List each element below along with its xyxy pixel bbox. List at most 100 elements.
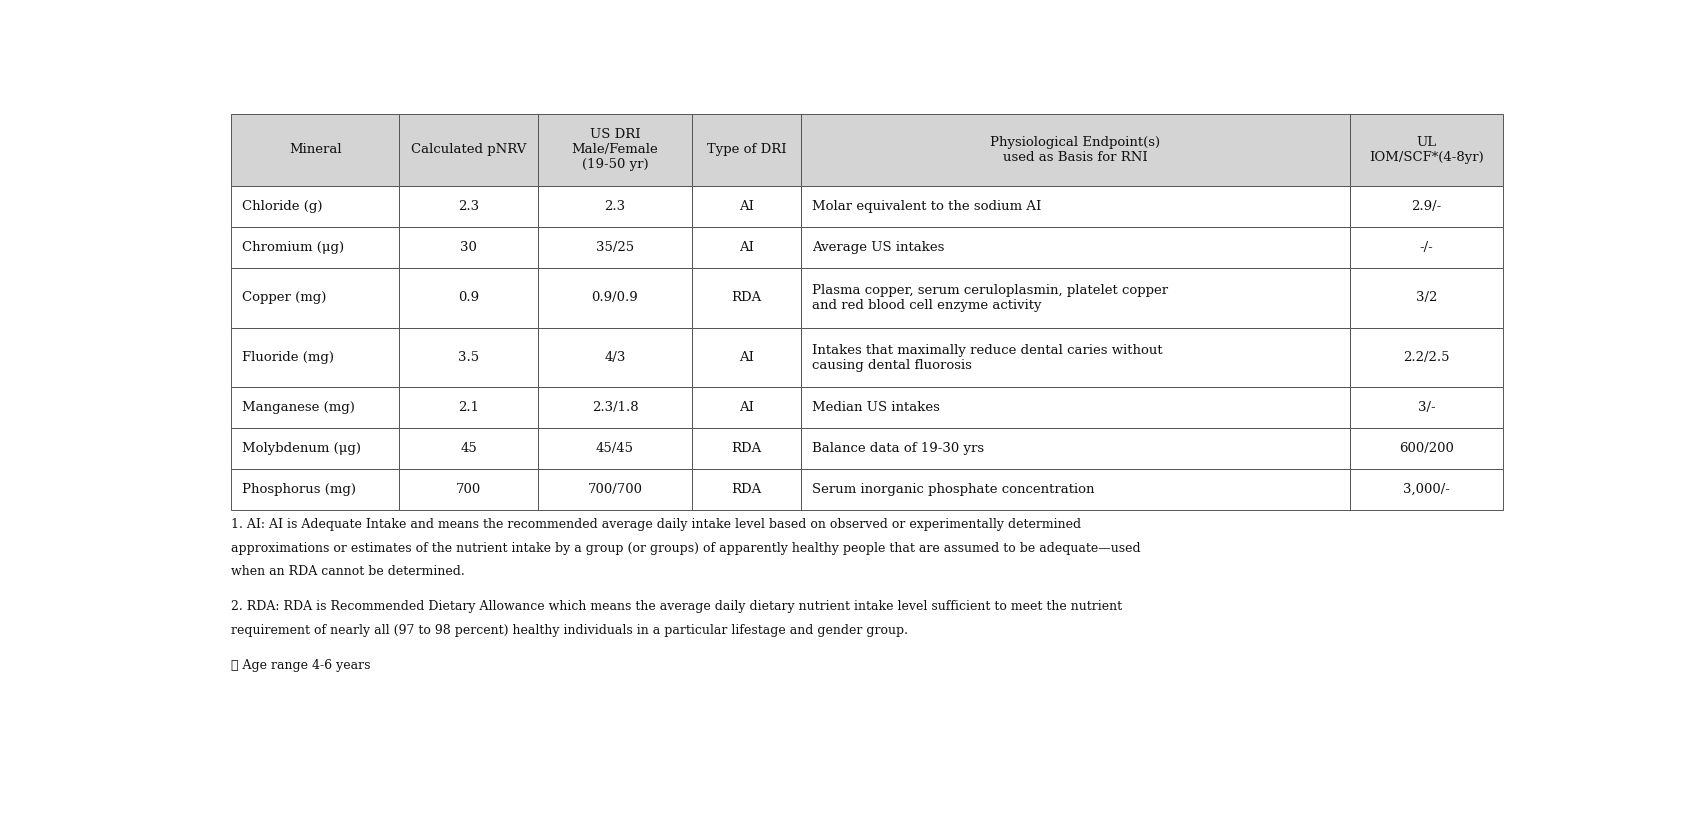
Bar	[692, 186, 802, 227]
Bar	[802, 114, 1350, 186]
Bar	[232, 268, 399, 328]
Text: Phosphorus (mg): Phosphorus (mg)	[242, 483, 355, 496]
Text: Chromium (μg): Chromium (μg)	[242, 241, 343, 254]
Text: Median US intakes: Median US intakes	[812, 401, 939, 414]
Text: approximations or estimates of the nutrient intake by a group (or groups) of app: approximations or estimates of the nutri…	[232, 542, 1140, 555]
Text: AI: AI	[739, 351, 755, 364]
Bar	[232, 328, 399, 387]
Bar	[802, 328, 1350, 387]
Text: 2.1: 2.1	[459, 401, 479, 414]
Bar	[692, 428, 802, 469]
Bar	[232, 227, 399, 268]
Bar	[232, 469, 399, 510]
Bar	[232, 428, 399, 469]
Text: Copper (mg): Copper (mg)	[242, 292, 327, 304]
Text: Calculated pNRV: Calculated pNRV	[411, 144, 526, 156]
Bar	[399, 227, 538, 268]
Bar	[538, 469, 692, 510]
Bar	[692, 227, 802, 268]
Bar	[399, 328, 538, 387]
Bar	[802, 268, 1350, 328]
Text: AI: AI	[739, 241, 755, 254]
Text: Fluoride (mg): Fluoride (mg)	[242, 351, 333, 364]
Bar	[399, 186, 538, 227]
Text: 2. RDA: RDA is Recommended Dietary Allowance which means the average daily dieta: 2. RDA: RDA is Recommended Dietary Allow…	[232, 600, 1122, 613]
Text: 4/3: 4/3	[604, 351, 626, 364]
Text: Balance data of 19-30 yrs: Balance data of 19-30 yrs	[812, 442, 985, 455]
Bar	[1350, 268, 1502, 328]
Text: 0.9/0.9: 0.9/0.9	[592, 292, 638, 304]
Bar	[802, 387, 1350, 428]
Text: Physiological Endpoint(s)
used as Basis for RNI: Physiological Endpoint(s) used as Basis …	[990, 136, 1161, 164]
Text: RDA: RDA	[731, 442, 761, 455]
Bar	[692, 268, 802, 328]
Text: 700: 700	[457, 483, 481, 496]
Text: 700/700: 700/700	[587, 483, 643, 496]
Text: requirement of nearly all (97 to 98 percent) healthy individuals in a particular: requirement of nearly all (97 to 98 perc…	[232, 624, 909, 637]
Bar	[538, 387, 692, 428]
Text: when an RDA cannot be determined.: when an RDA cannot be determined.	[232, 565, 465, 578]
Bar	[1350, 328, 1502, 387]
Bar	[802, 186, 1350, 227]
Text: 30: 30	[460, 241, 477, 254]
Bar	[802, 227, 1350, 268]
Bar	[802, 428, 1350, 469]
Text: Intakes that maximally reduce dental caries without
causing dental fluorosis: Intakes that maximally reduce dental car…	[812, 343, 1162, 372]
Text: Manganese (mg): Manganese (mg)	[242, 401, 355, 414]
Text: 2.9/-: 2.9/-	[1411, 200, 1442, 213]
Bar	[538, 428, 692, 469]
Text: 35/25: 35/25	[596, 241, 634, 254]
Text: RDA: RDA	[731, 483, 761, 496]
Bar	[692, 469, 802, 510]
Text: 3.5: 3.5	[459, 351, 479, 364]
Bar	[399, 428, 538, 469]
Bar	[692, 387, 802, 428]
Bar	[1350, 114, 1502, 186]
Bar	[399, 114, 538, 186]
Text: ※ Age range 4-6 years: ※ Age range 4-6 years	[232, 659, 371, 672]
Text: 3/-: 3/-	[1418, 401, 1435, 414]
Bar	[538, 114, 692, 186]
Text: Average US intakes: Average US intakes	[812, 241, 944, 254]
Bar	[399, 268, 538, 328]
Text: Molar equivalent to the sodium AI: Molar equivalent to the sodium AI	[812, 200, 1041, 213]
Text: AI: AI	[739, 200, 755, 213]
Text: RDA: RDA	[731, 292, 761, 304]
Bar	[538, 186, 692, 227]
Bar	[802, 469, 1350, 510]
Text: 2.2/2.5: 2.2/2.5	[1403, 351, 1450, 364]
Text: AI: AI	[739, 401, 755, 414]
Text: Plasma copper, serum ceruloplasmin, platelet copper
and red blood cell enzyme ac: Plasma copper, serum ceruloplasmin, plat…	[812, 283, 1167, 312]
Text: Serum inorganic phosphate concentration: Serum inorganic phosphate concentration	[812, 483, 1095, 496]
Bar	[692, 114, 802, 186]
Text: Mineral: Mineral	[289, 144, 342, 156]
Text: 3/2: 3/2	[1416, 292, 1437, 304]
Text: 45/45: 45/45	[596, 442, 634, 455]
Bar	[1350, 428, 1502, 469]
Text: 2.3: 2.3	[604, 200, 626, 213]
Text: 1. AI: AI is Adequate Intake and means the recommended average daily intake leve: 1. AI: AI is Adequate Intake and means t…	[232, 518, 1081, 531]
Text: 600/200: 600/200	[1399, 442, 1453, 455]
Text: UL
IOM/SCF*(4-8yr): UL IOM/SCF*(4-8yr)	[1369, 136, 1484, 164]
Bar	[692, 328, 802, 387]
Bar	[232, 186, 399, 227]
Text: 2.3/1.8: 2.3/1.8	[592, 401, 638, 414]
Bar	[1350, 227, 1502, 268]
Text: Type of DRI: Type of DRI	[707, 144, 787, 156]
Bar	[399, 387, 538, 428]
Bar	[538, 268, 692, 328]
Text: 2.3: 2.3	[459, 200, 479, 213]
Bar	[1350, 387, 1502, 428]
Text: 45: 45	[460, 442, 477, 455]
Text: Molybdenum (μg): Molybdenum (μg)	[242, 442, 360, 455]
Bar	[399, 469, 538, 510]
Bar	[538, 227, 692, 268]
Text: 3,000/-: 3,000/-	[1403, 483, 1450, 496]
Bar	[232, 114, 399, 186]
Bar	[1350, 186, 1502, 227]
Text: -/-: -/-	[1420, 241, 1433, 254]
Bar	[232, 387, 399, 428]
Text: US DRI
Male/Female
(19-50 yr): US DRI Male/Female (19-50 yr)	[572, 128, 658, 172]
Bar	[1350, 469, 1502, 510]
Text: 0.9: 0.9	[459, 292, 479, 304]
